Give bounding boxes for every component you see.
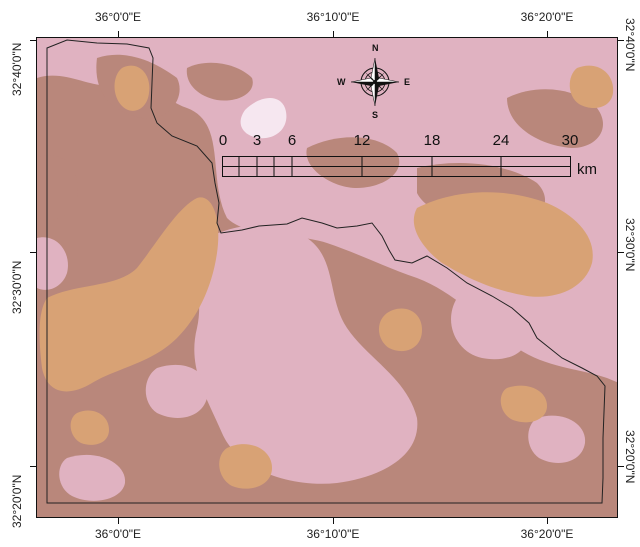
map-canvas (37, 38, 617, 517)
tick-top-2 (333, 31, 334, 37)
compass-e: E (404, 77, 411, 87)
scale-bar (222, 156, 571, 177)
scale-label-18: 18 (423, 132, 441, 149)
tick-bottom-3 (547, 518, 548, 524)
tick-left-2 (30, 252, 36, 253)
zone-pink-interior (37, 224, 586, 501)
axis-top-label-3: 36°20'0"E (520, 10, 574, 24)
axis-right-label-1: 32°40'0"N (623, 18, 637, 72)
tick-bottom-1 (118, 518, 119, 524)
tick-top-3 (547, 31, 548, 37)
study-area-boundary (46, 39, 606, 504)
tick-right-2 (618, 252, 624, 253)
scale-unit: km (577, 161, 597, 178)
tick-left-1 (30, 40, 36, 41)
compass-s: S (372, 110, 379, 120)
compass-w: W (337, 77, 346, 87)
axis-top-label-2: 36°10'0"E (306, 10, 360, 24)
axis-left-label-2: 32°30'0"N (10, 260, 24, 314)
compass-n: N (372, 43, 379, 53)
tick-left-3 (30, 466, 36, 467)
axis-bottom-label-1: 36°0'0"E (94, 527, 142, 541)
compass-rose-icon (350, 57, 400, 107)
tick-bottom-2 (333, 518, 334, 524)
north-arrow: N S E W (332, 43, 418, 120)
zone-sand (39, 65, 614, 489)
axis-top-label-1: 36°0'0"E (94, 10, 142, 24)
map-frame[interactable] (36, 37, 618, 518)
zone-light (240, 98, 287, 139)
axis-left-label-3: 32°20'0"N (10, 474, 24, 528)
axis-bottom-label-3: 36°20'0"E (520, 527, 574, 541)
axis-right-label-3: 32°20'0"N (623, 430, 637, 484)
axis-left-label-1: 32°40'0"N (10, 42, 24, 96)
axis-right-label-2: 32°30'0"N (623, 218, 637, 272)
tick-right-1 (618, 40, 624, 41)
scale-label-30: 30 (561, 132, 579, 149)
scale-label-6: 6 (287, 132, 297, 149)
scale-label-0: 0 (218, 132, 228, 149)
tick-right-3 (618, 466, 624, 467)
tick-top-1 (118, 31, 119, 37)
scale-label-12: 12 (353, 132, 371, 149)
axis-bottom-label-2: 36°10'0"E (306, 527, 360, 541)
scale-label-3: 3 (252, 132, 262, 149)
scale-label-24: 24 (492, 132, 510, 149)
